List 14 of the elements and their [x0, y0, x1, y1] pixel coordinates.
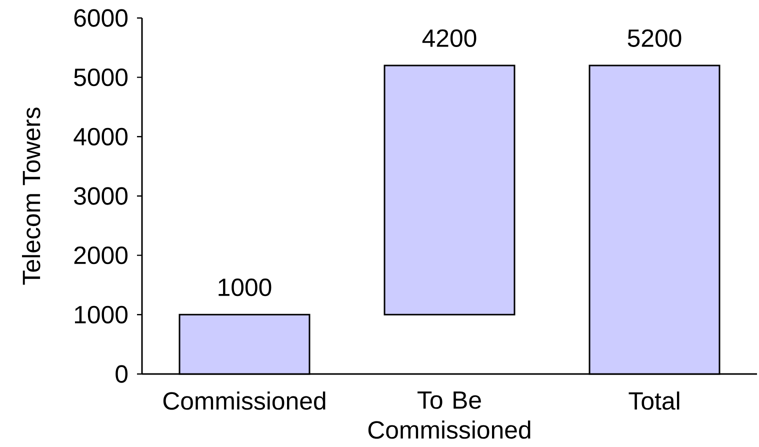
y-tick-label: 3000	[74, 187, 128, 205]
y-tick-label: 1000	[74, 306, 128, 324]
data-label: 4200	[422, 29, 476, 47]
y-axis-title: Telecom Towers	[22, 108, 40, 285]
y-tick-label: 0	[116, 365, 128, 383]
y-tick-label: 6000	[74, 9, 128, 27]
y-tick-label: 5000	[74, 68, 128, 86]
x-tick-label: Commissioned	[163, 391, 326, 410]
x-tick-label: To Be Commissioned	[368, 391, 530, 439]
data-label: 1000	[218, 278, 272, 296]
data-label: 5200	[628, 29, 682, 47]
y-tick-label: 2000	[74, 246, 128, 264]
y-tick-label: 4000	[74, 128, 128, 146]
x-tick-label: Total	[628, 391, 680, 410]
